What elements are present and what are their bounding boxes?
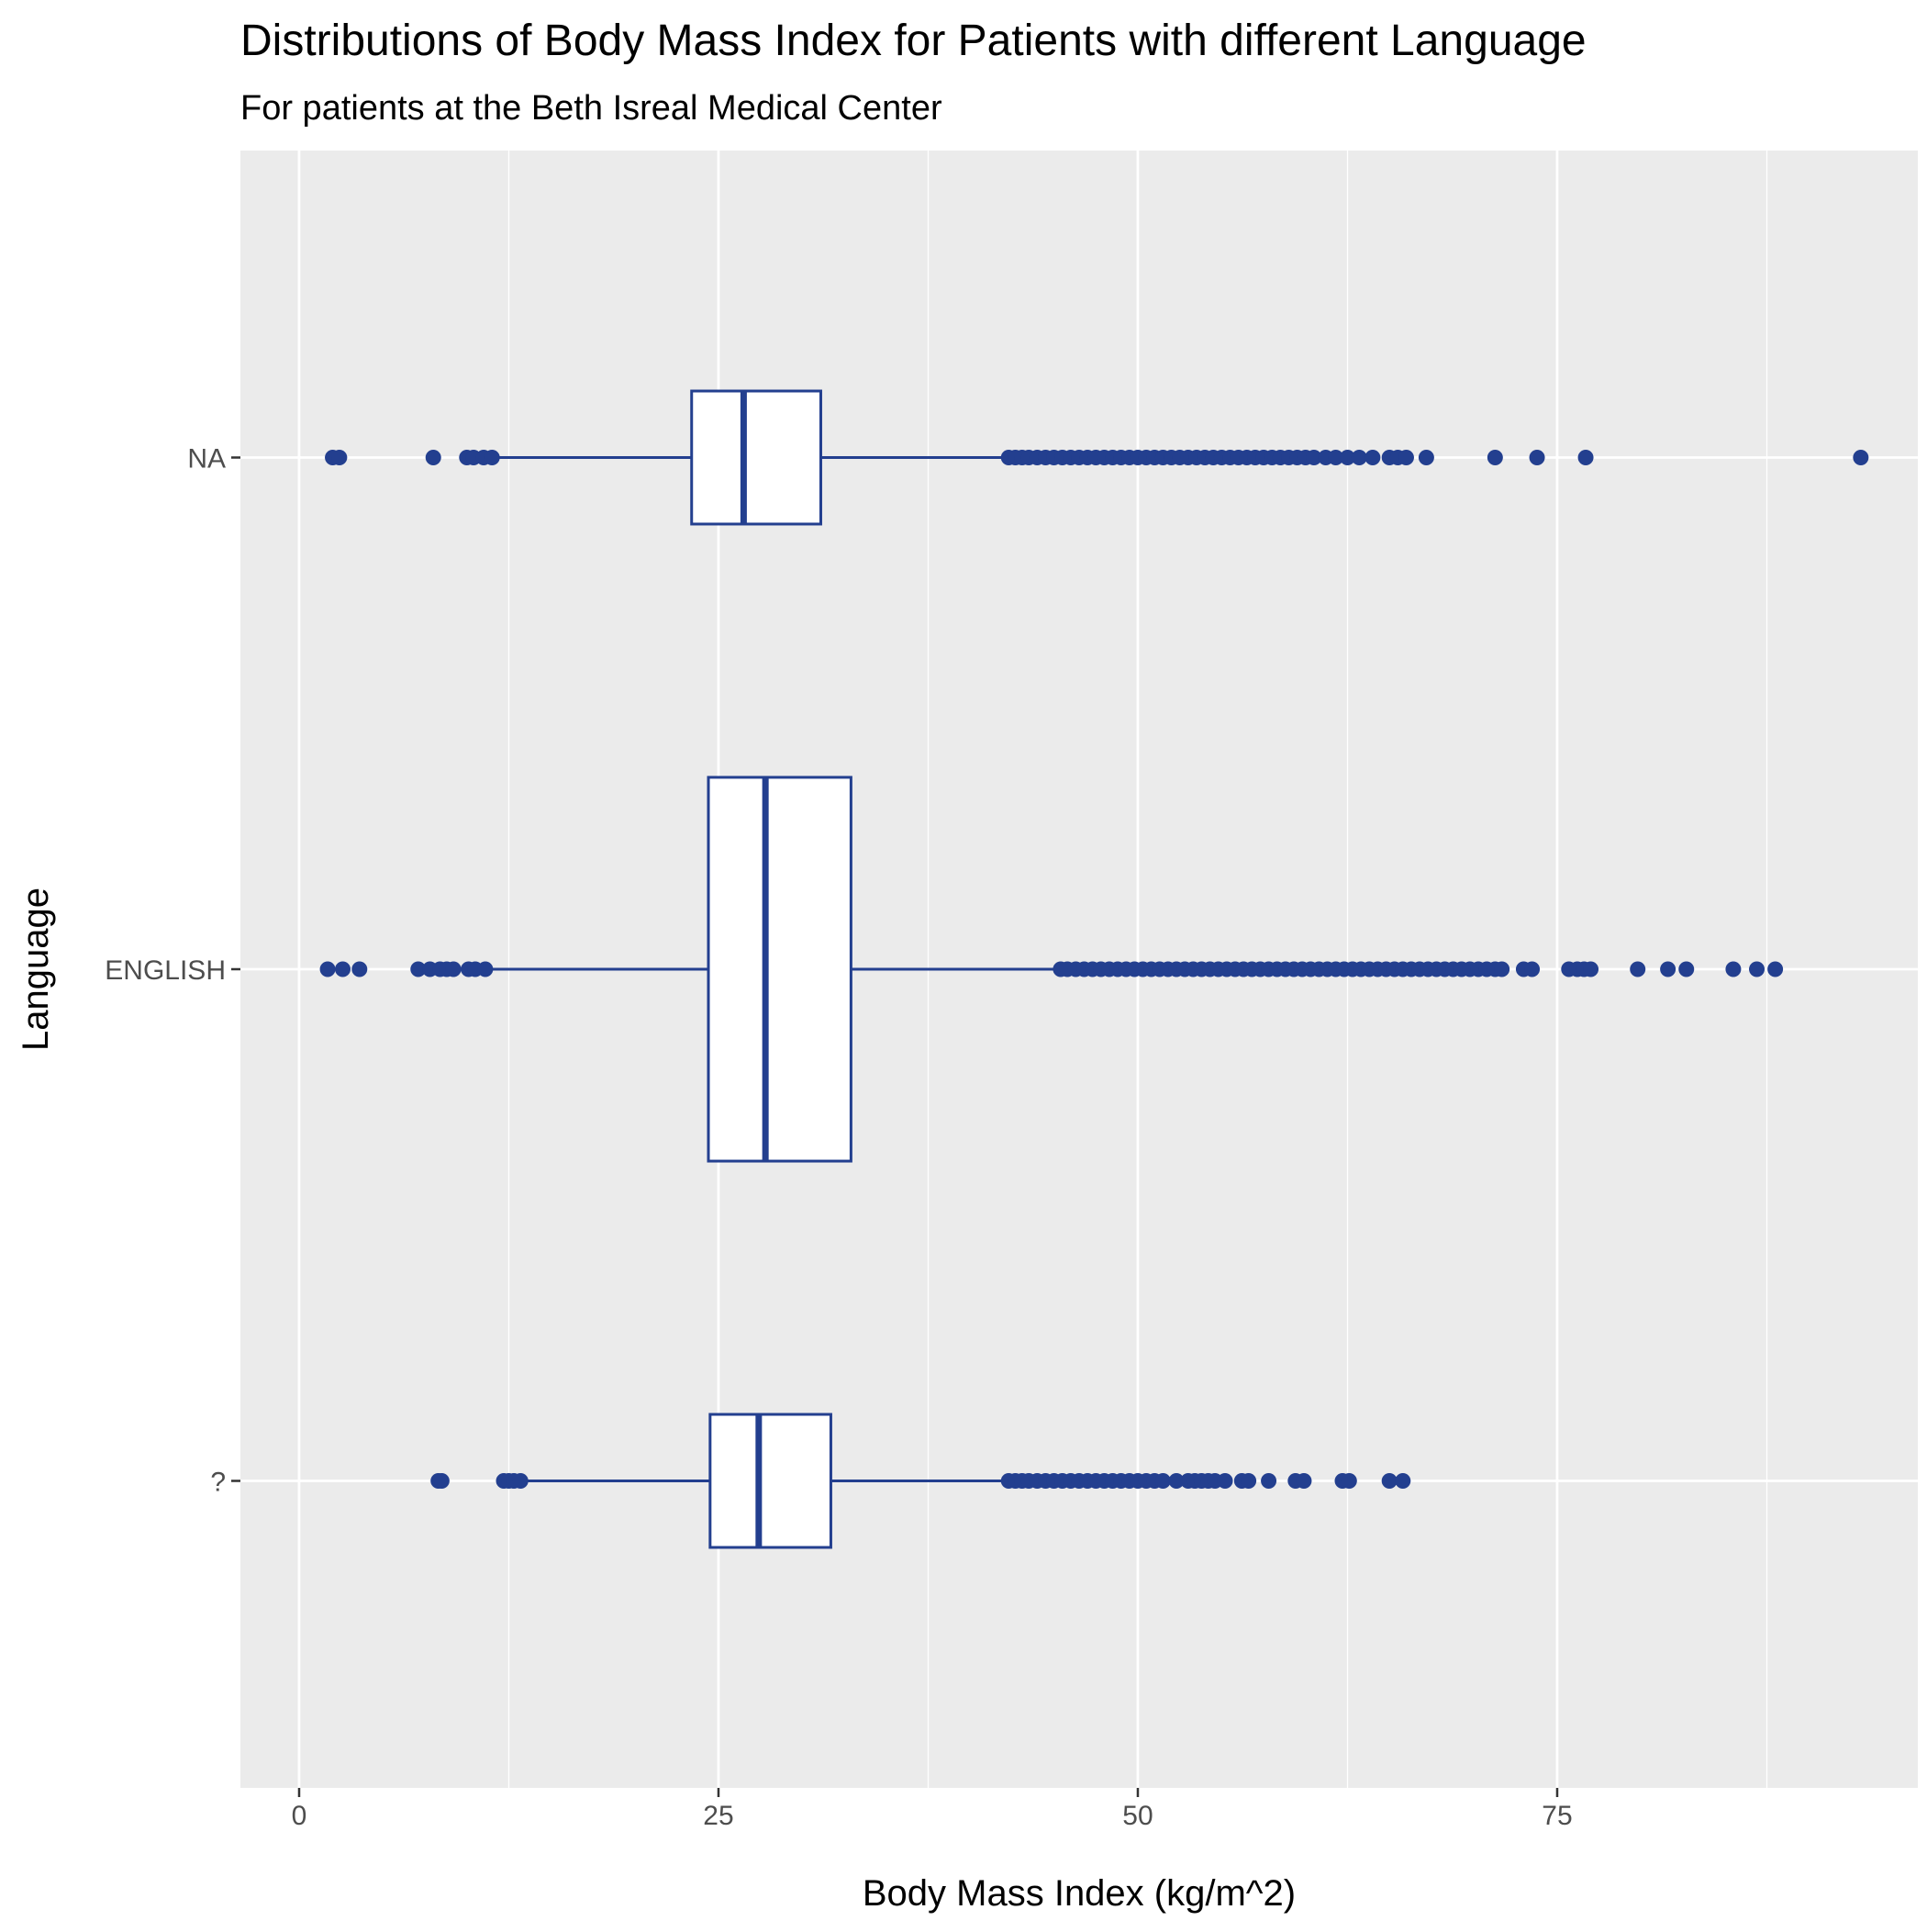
boxes <box>319 389 1869 1549</box>
outlier-point <box>433 1473 450 1489</box>
outlier-point <box>484 450 500 465</box>
box-iqr <box>690 389 822 526</box>
box-iqr <box>707 776 852 1163</box>
outlier-point <box>477 961 494 977</box>
box-english <box>319 776 1784 1163</box>
outlier-point <box>445 961 462 977</box>
x-tick-label: 50 <box>1122 1801 1153 1831</box>
outlier-point <box>1154 1473 1171 1489</box>
outlier-point <box>1725 961 1742 977</box>
outlier-point <box>1749 961 1765 977</box>
outlier-point <box>1241 1473 1257 1489</box>
outlier-point <box>1351 450 1367 465</box>
outlier-point <box>1767 961 1784 977</box>
outlier-point <box>1328 450 1344 465</box>
outlier-point <box>1217 1473 1233 1489</box>
outlier-point <box>1339 450 1355 465</box>
outlier-point <box>512 1473 529 1489</box>
outlier-point <box>1524 961 1541 977</box>
outlier-point <box>1168 1473 1185 1489</box>
outlier-point <box>1630 961 1646 977</box>
outlier-point <box>1853 450 1869 465</box>
axes: 0 25 50 75? ENGLISH NA <box>105 444 1572 1832</box>
outlier-point <box>1364 450 1381 465</box>
outlier-point <box>331 450 348 465</box>
box-iqr <box>708 1413 832 1549</box>
outlier-point <box>1494 961 1510 977</box>
outlier-point <box>1341 1473 1357 1489</box>
y-tick-label: ENGLISH <box>105 955 226 986</box>
outlier-point <box>1487 450 1503 465</box>
chart-title: Distributions of Body Mass Index for Pat… <box>240 17 1587 65</box>
y-tick-label: NA <box>187 444 226 475</box>
y-tick-label: ? <box>210 1468 226 1498</box>
y-axis-title: Language <box>16 888 56 1051</box>
outlier-point <box>1395 1473 1411 1489</box>
outlier-point <box>1261 1473 1277 1489</box>
chart-subtitle: For patients at the Beth Isreal Medical … <box>240 89 942 128</box>
outlier-point <box>1398 450 1414 465</box>
x-tick-label: 75 <box>1542 1801 1572 1831</box>
outlier-point <box>1583 961 1599 977</box>
box-unknown <box>430 1413 1411 1549</box>
outlier-point <box>425 450 441 465</box>
outlier-point <box>1529 450 1545 465</box>
x-tick-label: 25 <box>703 1801 733 1831</box>
outlier-point <box>410 961 427 977</box>
outlier-point <box>1296 1473 1312 1489</box>
outlier-point <box>319 961 336 977</box>
outlier-point <box>1381 1473 1398 1489</box>
outlier-point <box>1577 450 1594 465</box>
box-na <box>325 389 1869 526</box>
x-tick-label: 0 <box>292 1801 307 1831</box>
outlier-point <box>1660 961 1676 977</box>
outlier-point <box>1678 961 1695 977</box>
x-axis-title: Body Mass Index (kg/m^2) <box>863 1873 1296 1914</box>
outlier-point <box>351 961 368 977</box>
outlier-point <box>1418 450 1434 465</box>
outlier-point <box>335 961 351 977</box>
outlier-point <box>1306 450 1322 465</box>
